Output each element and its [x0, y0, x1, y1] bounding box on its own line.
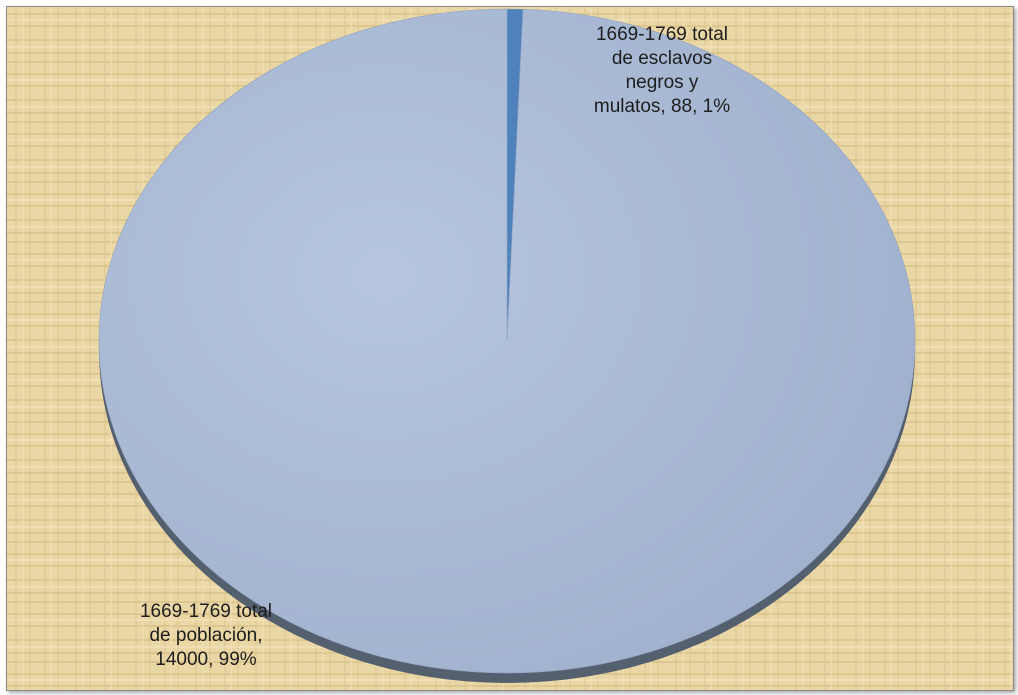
chart-frame: 1669-1769 total de población, 14000, 99% 16… — [6, 6, 1014, 691]
data-label-line: de esclavos — [612, 48, 712, 69]
pie-chart: 1669-1769 total de población, 14000, 99%16… — [7, 7, 1013, 690]
pie-slice-poblacion — [98, 8, 916, 674]
data-label-line: 1669-1769 total — [140, 601, 272, 622]
data-label-poblacion: 1669-1769 total de población, 14000, 99% — [140, 601, 272, 670]
data-label-line: negros y — [626, 72, 699, 93]
data-label-line: 1669-1769 total — [596, 24, 728, 45]
data-label-line: mulatos, 88, 1% — [594, 96, 730, 117]
data-label-line: de población, — [149, 625, 262, 646]
data-label-line: 14000, 99% — [155, 649, 257, 670]
data-label-esclavos: 1669-1769 total de esclavos negros y mulato… — [594, 24, 730, 117]
